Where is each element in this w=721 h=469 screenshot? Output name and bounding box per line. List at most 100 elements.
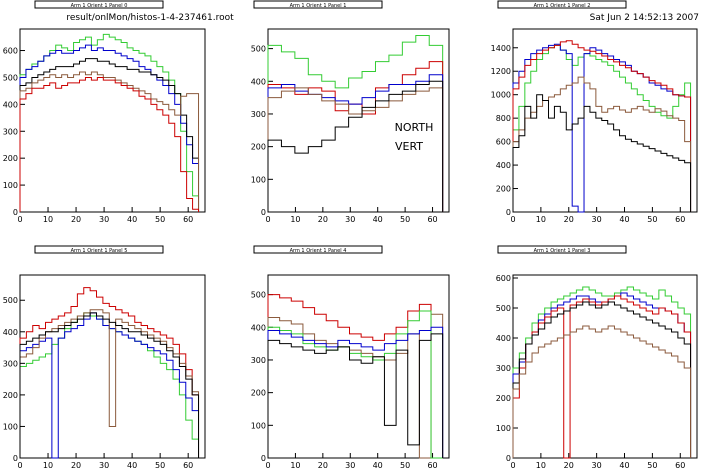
series-green <box>512 286 692 458</box>
plot-frame <box>267 274 450 459</box>
date-stamp: Sat Jun 2 14:52:13 2007 <box>590 13 699 23</box>
y-tick-label: 300 <box>251 356 266 365</box>
y-tick-label: 200 <box>496 185 511 194</box>
x-tick-label: 30 <box>592 215 602 224</box>
y-tick-label: 800 <box>496 114 511 123</box>
x-tick-label: 60 <box>427 461 437 469</box>
series-black <box>19 58 200 212</box>
series-red <box>512 295 692 459</box>
panel-title: Arm 1 Orient 1 Panel 4 <box>290 248 347 254</box>
x-tick-label: 40 <box>619 215 629 224</box>
y-tick-label: 400 <box>3 100 18 109</box>
panel-title: Arm 1 Orient 1 Panel 2 <box>534 3 591 9</box>
x-tick-label: 50 <box>400 215 410 224</box>
x-tick-label: 10 <box>290 461 300 469</box>
series-blue <box>512 43 692 213</box>
panel-title-box <box>34 0 164 9</box>
series-green <box>267 310 443 459</box>
panel-title: Arm 1 Orient 1 Panel 1 <box>290 3 347 9</box>
y-tick-label: 500 <box>251 291 266 300</box>
x-tick-label: 20 <box>318 215 328 224</box>
y-tick-label: 400 <box>496 161 511 170</box>
series-brown <box>512 76 692 212</box>
y-tick-label: 0 <box>506 208 511 217</box>
y-tick-label: 200 <box>496 394 511 403</box>
y-tick-label: 600 <box>496 274 511 283</box>
series-black <box>19 312 200 458</box>
x-tick-label: 50 <box>155 461 165 469</box>
x-tick-label: 60 <box>183 461 193 469</box>
panel-title: Arm 1 Orient 1 Panel 3 <box>534 248 591 254</box>
x-tick-label: 40 <box>373 215 383 224</box>
plot-frame <box>19 274 206 459</box>
y-tick-label: 100 <box>251 421 266 430</box>
series-black <box>512 301 692 458</box>
y-tick-label: 200 <box>3 391 18 400</box>
x-tick-label: 30 <box>345 461 355 469</box>
x-tick-label: 30 <box>592 461 602 469</box>
y-tick-label: 200 <box>251 389 266 398</box>
y-tick-label: 1400 <box>491 44 511 53</box>
x-tick-label: 30 <box>345 215 355 224</box>
x-tick-label: 10 <box>290 215 300 224</box>
series-blue <box>267 326 444 458</box>
x-tick-label: 60 <box>675 461 685 469</box>
x-tick-label: 20 <box>71 215 81 224</box>
panel-1: Arm 1 Orient 1 Panel 1 0 10 20 30 40 50 60 0 100 2… <box>251 0 450 224</box>
x-tick-label: 0 <box>17 215 22 224</box>
series-brown <box>512 325 692 458</box>
plot-frame <box>19 28 206 213</box>
x-tick-label: 20 <box>564 461 574 469</box>
x-tick-label: 0 <box>510 461 515 469</box>
y-tick-label: 0 <box>261 454 266 463</box>
panel-2: Arm 1 Orient 1 Panel 2 0 10 20 30 40 50 600 200 4… <box>491 0 698 224</box>
x-tick-label: 40 <box>127 215 137 224</box>
x-tick-label: 0 <box>510 215 515 224</box>
y-tick-label: 1200 <box>491 67 511 76</box>
y-tick-label: 0 <box>13 208 18 217</box>
y-tick-label: 300 <box>496 364 511 373</box>
y-tick-label: 0 <box>506 454 511 463</box>
y-tick-label: 600 <box>496 138 511 147</box>
x-tick-label: 40 <box>127 461 137 469</box>
series-red <box>19 287 200 458</box>
y-tick-label: 400 <box>496 334 511 343</box>
series-black <box>267 80 444 212</box>
x-tick-label: 40 <box>373 461 383 469</box>
annotation-north: NORTH <box>395 121 434 134</box>
panel-title: Arm 1 Orient 1 Panel 0 <box>71 3 128 9</box>
y-tick-label: 1000 <box>491 91 511 100</box>
series-brown <box>19 71 200 212</box>
x-tick-label: 30 <box>99 461 109 469</box>
x-tick-label: 50 <box>155 215 165 224</box>
series-red <box>19 76 200 212</box>
y-tick-label: 100 <box>251 175 266 184</box>
y-tick-label: 400 <box>251 77 266 86</box>
series-brown <box>267 87 444 212</box>
series-blue <box>512 292 692 458</box>
panel-title-box <box>253 245 383 254</box>
x-tick-label: 10 <box>43 215 53 224</box>
series-brown <box>267 313 444 459</box>
y-tick-label: 400 <box>251 323 266 332</box>
series-green <box>267 35 444 212</box>
y-tick-label: 500 <box>3 296 18 305</box>
y-tick-label: 500 <box>496 304 511 313</box>
series-black <box>512 94 692 212</box>
file-path: result/onlMon/histos-1-4-237461.root <box>66 13 234 23</box>
panel-title-box <box>497 245 627 254</box>
x-tick-label: 30 <box>99 215 109 224</box>
x-tick-label: 20 <box>564 215 574 224</box>
x-tick-label: 10 <box>536 215 546 224</box>
x-tick-label: 40 <box>619 461 629 469</box>
x-tick-label: 0 <box>265 461 270 469</box>
y-tick-label: 300 <box>3 359 18 368</box>
x-tick-label: 50 <box>647 215 657 224</box>
panel-title-box <box>253 0 383 9</box>
y-tick-label: 100 <box>3 422 18 431</box>
panel-title-box <box>34 245 164 254</box>
series-red <box>512 40 692 212</box>
y-tick-label: 0 <box>13 454 18 463</box>
panel-0: Arm 1 Orient 1 Panel 00 10 20 30 40 50 6001002… <box>3 0 206 224</box>
